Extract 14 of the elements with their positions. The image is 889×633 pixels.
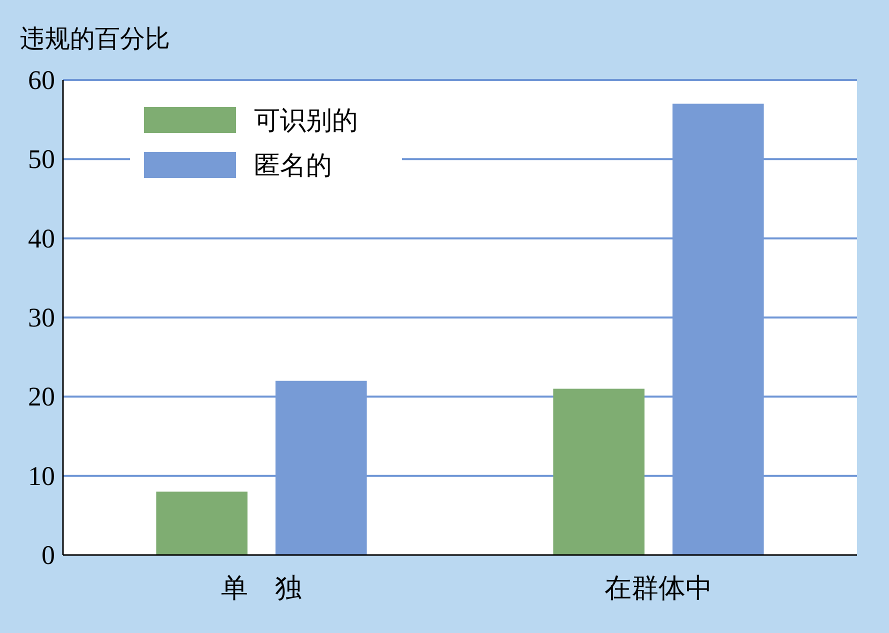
y-tick-label: 0 (42, 540, 55, 570)
y-tick-label: 20 (28, 382, 55, 412)
y-tick-label: 30 (28, 302, 55, 332)
bar (553, 388, 644, 555)
y-tick-label: 10 (28, 460, 55, 491)
y-tick-label: 50 (28, 144, 55, 174)
legend-label: 匿名的 (254, 151, 332, 180)
y-tick-label: 60 (28, 65, 55, 95)
legend-label: 可识别的 (254, 106, 358, 135)
bar (156, 492, 248, 555)
x-tick-label: 单 独 (221, 573, 302, 603)
y-tick-label: 40 (28, 223, 55, 254)
x-tick-label: 在群体中 (604, 573, 712, 603)
y-axis-title: 违规的百分比 (20, 26, 170, 53)
